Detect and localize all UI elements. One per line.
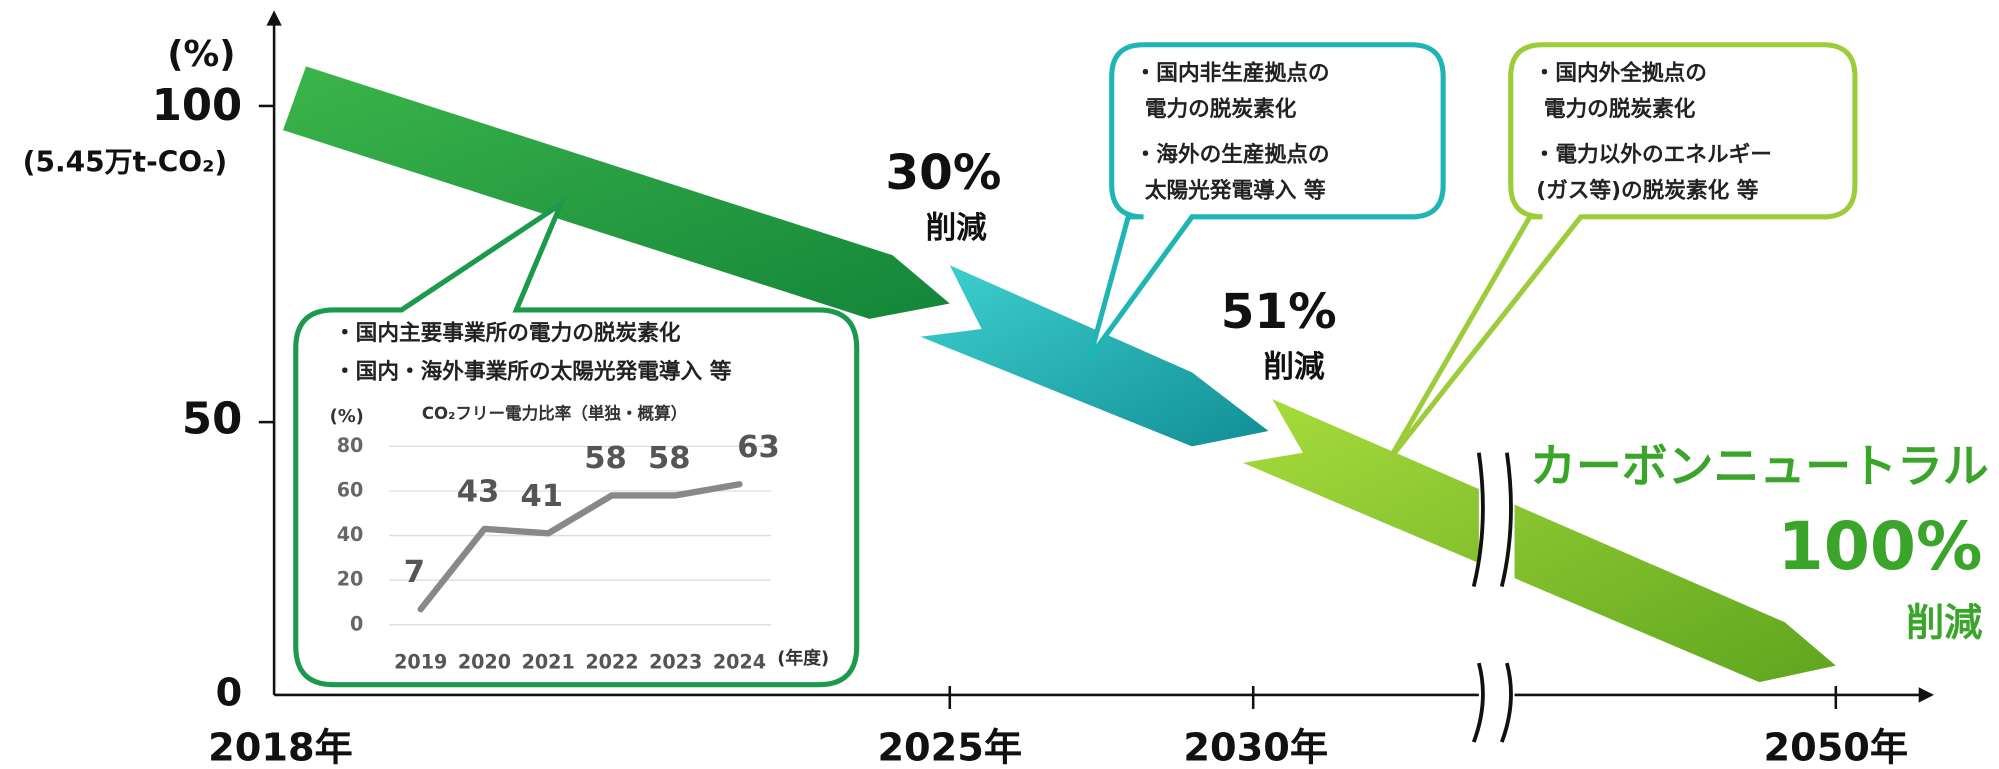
x-axis-label: (年度) bbox=[777, 647, 829, 669]
callout-line: ・国内外全拠点の bbox=[1534, 60, 1707, 86]
x-tick-label: 2019 bbox=[394, 651, 447, 674]
data-label: 7 bbox=[404, 555, 425, 590]
data-label: 58 bbox=[648, 441, 691, 476]
callout-line: 電力の脱炭素化 bbox=[1145, 96, 1297, 122]
y-note: (5.45万t-CO₂) bbox=[23, 145, 228, 178]
callout-line: 太陽光発電導入 等 bbox=[1145, 177, 1326, 203]
goal-label: 削減 bbox=[1906, 601, 1982, 645]
y-tick-label: 40 bbox=[337, 523, 364, 546]
callout-line: ・国内主要事業所の電力の脱炭素化 bbox=[334, 320, 681, 346]
callout-line: ・電力以外のエネルギー bbox=[1534, 142, 1772, 168]
milestone-value: 51% bbox=[1221, 284, 1337, 340]
milestone-label: 削減 bbox=[926, 211, 988, 246]
data-label: 63 bbox=[737, 430, 780, 465]
x-tick-label: 2021 bbox=[522, 651, 575, 674]
y-tick-label: 80 bbox=[337, 434, 364, 457]
x-tick-label: 2023 bbox=[649, 651, 702, 674]
x-label: 2018年 bbox=[208, 726, 353, 769]
callout-line: ・海外の生産拠点の bbox=[1135, 142, 1330, 168]
callout bbox=[1387, 42, 1858, 461]
callout bbox=[1087, 42, 1446, 359]
y-tick-label: 50 bbox=[182, 395, 242, 445]
arrow-segment bbox=[1243, 399, 1836, 683]
data-line bbox=[417, 481, 743, 613]
y-axis-label: (%) bbox=[330, 406, 364, 427]
axis-arrow bbox=[266, 10, 282, 26]
y-tick-label: 0 bbox=[216, 671, 243, 715]
y-tick-label: 20 bbox=[337, 568, 364, 591]
arrow-segment bbox=[920, 265, 1269, 447]
milestone-label: 削減 bbox=[1263, 350, 1325, 385]
data-label: 41 bbox=[521, 479, 564, 514]
data-label: 43 bbox=[457, 475, 500, 510]
milestone-value: 30% bbox=[885, 145, 1001, 201]
x-label: 2030年 bbox=[1183, 726, 1328, 769]
y-tick-label: 60 bbox=[337, 478, 364, 501]
x-label: 2025年 bbox=[877, 726, 1022, 769]
x-tick-label: 2024 bbox=[713, 651, 766, 674]
axis-arrow bbox=[1918, 687, 1934, 703]
arrow-segment bbox=[283, 66, 950, 319]
y-tick-label: 0 bbox=[350, 612, 363, 635]
y-unit: (%) bbox=[167, 34, 235, 75]
x-tick-label: 2022 bbox=[585, 651, 638, 674]
callout-line: 電力の脱炭素化 bbox=[1544, 96, 1696, 122]
callout-line: (ガス等)の脱炭素化 等 bbox=[1536, 177, 1759, 203]
axis-break bbox=[1478, 446, 1515, 753]
goal-value: 100% bbox=[1778, 507, 1983, 585]
x-tick-label: 2020 bbox=[458, 651, 511, 674]
chart-title: CO₂フリー電力比率（単独・概算） bbox=[422, 403, 687, 423]
axis-break bbox=[1471, 452, 1513, 743]
data-label: 58 bbox=[584, 441, 627, 476]
callout-line: ・国内非生産拠点の bbox=[1135, 60, 1330, 86]
callout-line: ・国内・海外事業所の太陽光発電導入 等 bbox=[334, 358, 732, 384]
x-label: 2050年 bbox=[1763, 726, 1908, 769]
goal-title: カーボンニュートラル bbox=[1530, 439, 1989, 493]
callout bbox=[293, 197, 860, 688]
y-tick-label: 100 bbox=[152, 81, 242, 131]
